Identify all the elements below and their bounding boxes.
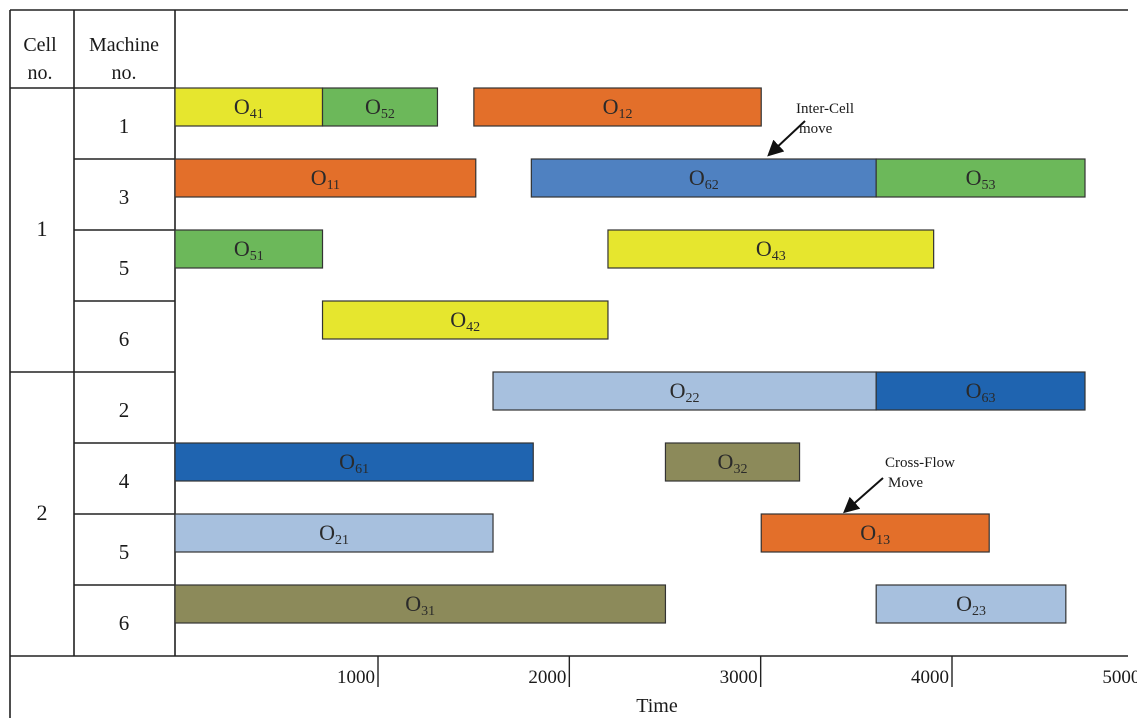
annotation-text: move	[799, 121, 833, 137]
operation-label: O12	[603, 94, 633, 122]
operation-bar	[492, 371, 877, 411]
machine-header-line2: no.	[112, 62, 137, 84]
operation-bar	[760, 513, 990, 553]
operation-bar	[321, 87, 439, 127]
operation-bar	[607, 229, 935, 269]
machine-number-label: 5	[119, 540, 130, 564]
operation-label: O43	[756, 236, 786, 264]
x-tick-label: 4000	[911, 667, 949, 688]
operation-bar	[174, 513, 494, 553]
machine-header-line1: Machine	[89, 34, 159, 56]
operation-bar	[321, 300, 609, 340]
machine-number-label: 5	[119, 256, 130, 280]
operation-bar	[473, 87, 762, 127]
operation-label: O11	[311, 165, 340, 193]
operation-bar	[174, 158, 477, 198]
cell-header-line2: no.	[28, 62, 53, 84]
x-tick-label: 3000	[720, 667, 758, 688]
machine-number-label: 6	[119, 611, 130, 635]
operation-label: O42	[450, 307, 480, 335]
operation-bar	[174, 442, 534, 482]
operation-label: O21	[319, 520, 349, 548]
annotation-text: Move	[888, 475, 923, 491]
x-tick-label: 1000	[337, 667, 375, 688]
machine-number-label: 3	[119, 185, 130, 209]
operation-label: O61	[339, 449, 369, 477]
time-axis-title: Time	[636, 695, 678, 717]
operation-label: O41	[234, 94, 264, 122]
annotation-arrow	[767, 120, 806, 157]
row-labels: Cell no. Machine no. Time 1 3 5 6 2 4 5 6 1 2	[23, 34, 678, 717]
machine-number-label: 2	[119, 398, 130, 422]
operation-label: O53	[966, 165, 996, 193]
operation-label: O22	[670, 378, 700, 406]
operation-bar	[174, 229, 324, 269]
operation-bar	[174, 87, 324, 127]
cell-number-label: 2	[37, 500, 48, 525]
operation-label: O63	[966, 378, 996, 406]
operation-label: O13	[860, 520, 890, 548]
x-axis-ticks: 1000 2000 3000 4000 5000	[337, 656, 1137, 688]
operation-bar	[664, 442, 801, 482]
annotation-text: Inter-Cell	[796, 101, 854, 117]
operation-label: O51	[234, 236, 264, 264]
operation-bar	[530, 158, 877, 198]
operation-label: O52	[365, 94, 395, 122]
cell-number-label: 1	[37, 216, 48, 241]
operation-bars: O41 O52 O12 O11 O62 O53 O51 O43 O42 O22 O63 O61 O32 O…	[174, 87, 1086, 624]
operation-label: O31	[405, 591, 435, 619]
operation-bar	[875, 584, 1067, 624]
annotations: Inter-Cell move Cross-Flow Move	[767, 101, 955, 514]
machine-number-label: 4	[119, 469, 130, 493]
operation-bar	[875, 371, 1086, 411]
annotation-text: Cross-Flow	[885, 455, 955, 471]
machine-number-label: 1	[119, 114, 130, 138]
operation-label: O62	[689, 165, 719, 193]
cell-header-line1: Cell	[23, 34, 57, 56]
operation-label: O23	[956, 591, 986, 619]
operation-bar	[174, 584, 667, 624]
operation-label: O32	[718, 449, 748, 477]
x-tick-label: 5000	[1102, 667, 1137, 688]
machine-number-label: 6	[119, 327, 130, 351]
annotation-arrow	[843, 477, 884, 514]
x-tick-label: 2000	[528, 667, 566, 688]
operation-bar	[875, 158, 1086, 198]
